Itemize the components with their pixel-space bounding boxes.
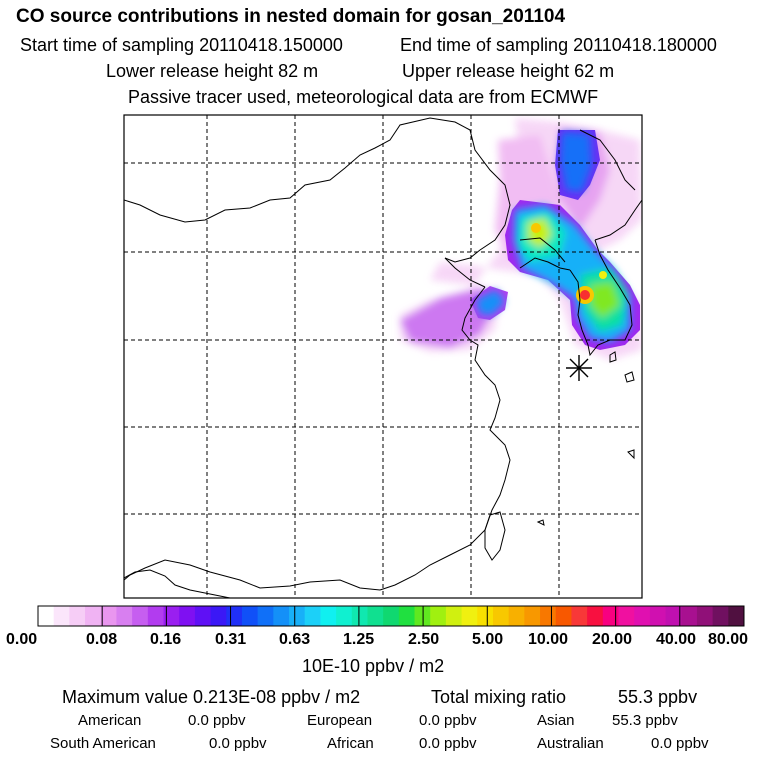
maximum-value: Maximum value 0.213E-08 ppbv / m2 — [62, 687, 361, 707]
colorbar-swatch — [53, 606, 70, 626]
colorbar-swatch — [163, 606, 180, 626]
colorbar-swatch — [100, 606, 117, 626]
colorbar-swatch — [696, 606, 714, 626]
region-name: European — [307, 712, 373, 729]
colorbar-swatch — [430, 606, 447, 626]
colorbar-border — [37, 605, 745, 627]
colorbar-unit: 10E-10 ppbv / m2 — [302, 656, 445, 676]
colorbar-swatch — [241, 606, 259, 626]
region-name: Australian — [537, 735, 604, 752]
colorbar-swatch — [69, 606, 86, 626]
region-value: 0.0 ppbv — [419, 735, 477, 752]
colorbar — [37, 605, 745, 627]
colorbar-swatch — [116, 606, 133, 626]
colorbar-swatch — [524, 606, 541, 626]
total-mixing-ratio-label: Total mixing ratio — [431, 687, 567, 707]
colorbar-swatch — [398, 606, 416, 626]
region-name: African — [327, 735, 374, 752]
region-name: South American — [50, 735, 156, 752]
plot-title: CO source contributions in nested domain… — [16, 6, 566, 27]
colorbar-swatch — [461, 606, 478, 626]
colorbar-label: 10.00 — [528, 631, 569, 648]
region-value: 0.0 ppbv — [188, 712, 246, 729]
colorbar-label: 0.08 — [86, 631, 118, 648]
receptor-site-marker — [566, 355, 592, 381]
colorbar-swatch — [618, 606, 635, 626]
colorbar-swatch — [226, 606, 243, 626]
map-frame — [123, 114, 643, 599]
colorbar-label: 0.31 — [215, 631, 247, 648]
colorbar-label: 2.50 — [408, 631, 440, 648]
colorbar-label: 0.16 — [150, 631, 182, 648]
colorbar-swatch — [132, 606, 149, 626]
colorbar-label: 0.63 — [279, 631, 311, 648]
colorbar-swatch — [649, 606, 667, 626]
colorbar-swatch — [257, 606, 274, 626]
colorbar-label: 0.00 — [6, 631, 38, 648]
colorbar-swatch — [38, 606, 55, 626]
colorbar-label: 20.00 — [592, 631, 633, 648]
colorbar-swatch — [273, 606, 290, 626]
colorbar-swatch — [179, 606, 196, 626]
colorbar-label: 1.25 — [343, 631, 375, 648]
lower-release-height: Lower release height 82 m — [106, 61, 319, 81]
colorbar-label: 40.00 — [656, 631, 697, 648]
graticule — [124, 115, 642, 598]
colorbar-label: 80.00 — [708, 631, 749, 648]
colorbar-swatch — [367, 606, 384, 626]
region-name: Asian — [537, 712, 575, 729]
colorbar-swatch — [445, 606, 463, 626]
colorbar-swatch — [681, 606, 698, 626]
upper-release-height: Upper release height 62 m — [402, 61, 615, 81]
colorbar-swatch — [320, 606, 337, 626]
colorbar-swatch — [540, 606, 557, 626]
colorbar-swatch — [383, 606, 400, 626]
colorbar-swatch — [147, 606, 165, 626]
colorbar-swatch — [289, 606, 306, 626]
colorbar-swatch — [85, 606, 102, 626]
colorbar-swatch — [351, 606, 368, 626]
colorbar-swatch — [634, 606, 651, 626]
region-value: 55.3 ppbv — [612, 712, 678, 729]
colorbar-swatch — [571, 606, 588, 626]
colorbar-swatch — [728, 606, 745, 626]
colorbar-swatch — [210, 606, 227, 626]
colorbar-swatch — [194, 606, 212, 626]
sampling-start: Start time of sampling 20110418.150000 — [20, 35, 343, 55]
region-value: 0.0 ppbv — [209, 735, 267, 752]
colorbar-swatch — [304, 606, 321, 626]
colorbar-swatch — [555, 606, 572, 626]
colorbar-swatch — [477, 606, 494, 626]
colorbar-swatch — [665, 606, 682, 626]
region-value: 0.0 ppbv — [419, 712, 477, 729]
total-mixing-ratio-value: 55.3 ppbv — [618, 687, 698, 707]
tracer-note: Passive tracer used, meteorological data… — [128, 87, 599, 107]
colorbar-swatch — [492, 606, 510, 626]
colorbar-swatch — [508, 606, 525, 626]
sampling-end: End time of sampling 20110418.180000 — [400, 35, 717, 55]
plume-layer — [400, 118, 642, 360]
colorbar-swatch — [712, 606, 729, 626]
colorbar-label: 5.00 — [472, 631, 504, 648]
colorbar-swatch — [602, 606, 619, 626]
region-value: 0.0 ppbv — [651, 735, 709, 752]
colorbar-swatch — [336, 606, 353, 626]
colorbar-swatch — [587, 606, 604, 626]
region-name: American — [78, 712, 142, 729]
